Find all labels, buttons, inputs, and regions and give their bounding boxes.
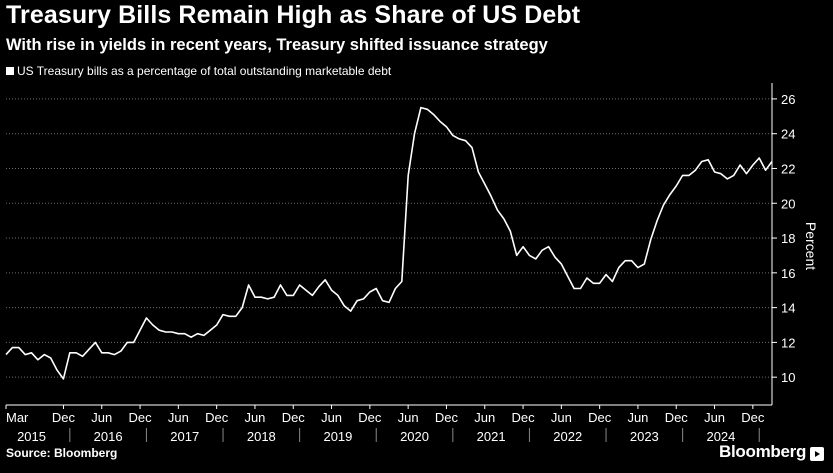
legend: US Treasury bills as a percentage of tot… bbox=[6, 64, 391, 78]
y-tick-label: 22 bbox=[781, 161, 795, 176]
x-tick-label: Dec bbox=[665, 410, 689, 425]
x-tick-label: Dec bbox=[128, 410, 152, 425]
legend-label: US Treasury bills as a percentage of tot… bbox=[17, 64, 392, 78]
x-year-label: 2024 bbox=[706, 429, 735, 444]
y-tick-label: 16 bbox=[781, 266, 795, 281]
x-year-label: 2019 bbox=[323, 429, 352, 444]
x-tick-label: Jun bbox=[244, 410, 265, 425]
x-year-label: 2016 bbox=[94, 429, 123, 444]
y-tick-label: 14 bbox=[781, 301, 795, 316]
legend-swatch bbox=[6, 67, 14, 75]
y-tick-label: 12 bbox=[781, 335, 795, 350]
y-tick-label: 24 bbox=[781, 127, 795, 142]
x-tick-label: Dec bbox=[52, 410, 76, 425]
x-year-label: 2023 bbox=[630, 429, 659, 444]
x-tick-label: Dec bbox=[282, 410, 306, 425]
x-year-label: 2020 bbox=[400, 429, 429, 444]
x-tick-label: Mar bbox=[6, 410, 29, 425]
axes bbox=[5, 83, 777, 442]
y-tick-label: 20 bbox=[781, 196, 795, 211]
x-year-label: 2018 bbox=[247, 429, 276, 444]
x-tick-label: Dec bbox=[741, 410, 765, 425]
bloomberg-logo: Bloomberg bbox=[719, 442, 807, 461]
x-tick-label: Dec bbox=[588, 410, 612, 425]
series-line bbox=[5, 106, 773, 380]
x-tick-label: Jun bbox=[91, 410, 112, 425]
x-year-label: 2015 bbox=[17, 429, 46, 444]
x-tick-label: Dec bbox=[511, 410, 535, 425]
x-tick-label: Jun bbox=[704, 410, 725, 425]
x-year-label: 2021 bbox=[477, 429, 506, 444]
y-axis-title: Percent bbox=[803, 222, 819, 270]
x-year-label: 2017 bbox=[170, 429, 199, 444]
x-tick-label: Jun bbox=[627, 410, 648, 425]
gridlines bbox=[6, 98, 772, 378]
source-note: Source: Bloomberg bbox=[6, 446, 118, 460]
x-tick-label: Dec bbox=[205, 410, 229, 425]
x-tick-label: Dec bbox=[435, 410, 459, 425]
series-layer bbox=[5, 106, 773, 380]
x-tick-label: Dec bbox=[358, 410, 382, 425]
x-tick-label: Jun bbox=[551, 410, 572, 425]
chart-subtitle: With rise in yields in recent years, Tre… bbox=[6, 36, 548, 54]
chart-title: Treasury Bills Remain High as Share of U… bbox=[6, 1, 581, 29]
bloomberg-play-icon bbox=[810, 447, 824, 461]
x-tick-label: Jun bbox=[398, 410, 419, 425]
y-tick-label: 26 bbox=[781, 92, 795, 107]
x-year-label: 2022 bbox=[553, 429, 582, 444]
y-tick-label: 18 bbox=[781, 231, 795, 246]
x-tick-label: Jun bbox=[321, 410, 342, 425]
x-tick-label: Jun bbox=[474, 410, 495, 425]
x-tick-label: Jun bbox=[168, 410, 189, 425]
y-tick-label: 10 bbox=[781, 370, 795, 385]
